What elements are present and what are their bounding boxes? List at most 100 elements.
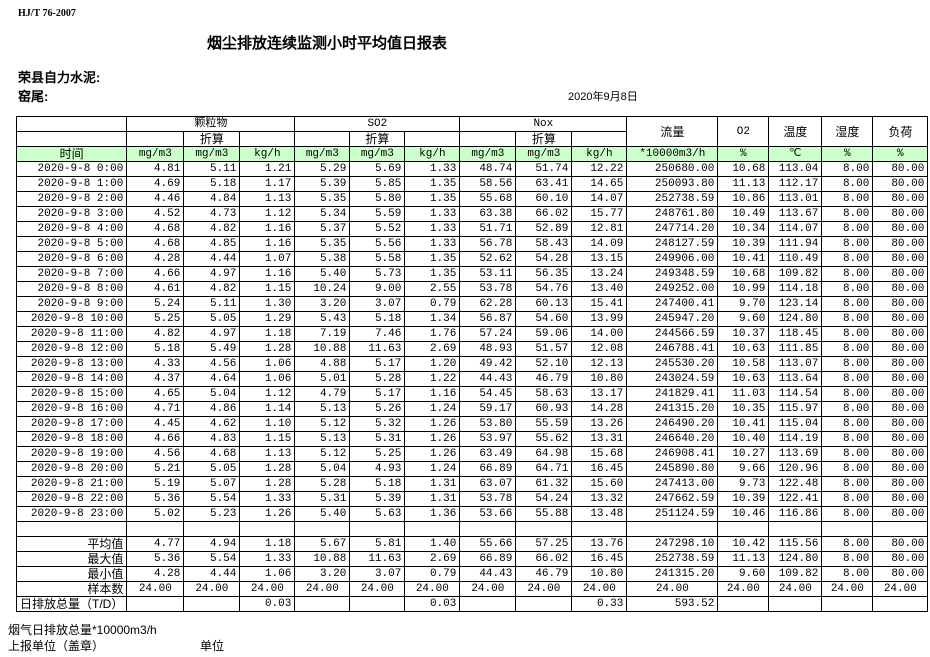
value-cell: 80.00	[872, 311, 929, 327]
value-cell: 8.00	[821, 446, 874, 462]
value-cell: 245890.80	[626, 461, 719, 477]
value-cell: 80.00	[872, 446, 929, 462]
value-cell: 80.00	[872, 431, 929, 447]
unit-cell: kg/h	[571, 146, 628, 162]
value-cell: 113.07	[768, 356, 823, 372]
value-cell: 1.35	[404, 251, 461, 267]
header-load: 负荷	[872, 116, 929, 147]
blank-cell	[404, 521, 461, 537]
value-cell: 64.98	[515, 446, 573, 462]
value-cell: 123.14	[768, 296, 823, 312]
value-cell: 80.00	[872, 251, 929, 267]
value-cell: 15.41	[571, 296, 628, 312]
value-cell: 5.12	[294, 416, 351, 432]
value-cell: 8.00	[821, 371, 874, 387]
value-cell: 5.18	[349, 476, 406, 492]
stats-value: 8.00	[821, 566, 874, 582]
value-cell: 5.25	[126, 311, 185, 327]
stats-value: 80.00	[872, 536, 929, 552]
stats-value: 1.06	[239, 566, 296, 582]
value-cell: 124.80	[768, 311, 823, 327]
value-cell: 14.07	[571, 191, 628, 207]
value-cell: 241315.20	[626, 401, 719, 417]
value-cell: 10.63	[717, 371, 770, 387]
value-cell: 1.16	[239, 266, 296, 282]
value-cell: 5.58	[349, 251, 406, 267]
stats-value: 4.94	[183, 536, 241, 552]
value-cell: 10.24	[294, 281, 351, 297]
value-cell: 8.00	[821, 386, 874, 402]
value-cell: 1.30	[239, 296, 296, 312]
stats-value: 4.28	[126, 566, 185, 582]
value-cell: 115.04	[768, 416, 823, 432]
blank-cell	[821, 521, 874, 537]
table-row: 2020-9-8 19:00 4.56 4.68 1.13 5.12 5.25 1.26 63…	[15, 446, 929, 462]
value-cell: 10.88	[294, 341, 351, 357]
blank-cell	[294, 521, 351, 537]
value-cell: 10.46	[717, 506, 770, 522]
stats-value: 13.76	[571, 536, 628, 552]
value-cell: 5.34	[294, 206, 351, 222]
time-cell: 2020-9-8 13:00	[15, 356, 128, 372]
stats-value	[126, 596, 185, 612]
value-cell: 5.26	[349, 401, 406, 417]
stats-value: 16.45	[571, 551, 628, 567]
value-cell: 4.65	[126, 386, 185, 402]
value-cell: 10.99	[717, 281, 770, 297]
stats-value: 241315.20	[626, 566, 719, 582]
stats-value: 109.82	[768, 566, 823, 582]
value-cell: 55.62	[515, 431, 573, 447]
stats-value: 0.33	[571, 596, 628, 612]
value-cell: 4.69	[126, 176, 185, 192]
table-row: 2020-9-8 7:00 4.66 4.97 1.16 5.40 5.73 1.35 53.…	[15, 266, 929, 282]
value-cell: 80.00	[872, 461, 929, 477]
stats-value: 24.00	[404, 581, 461, 597]
blank-cell	[717, 521, 770, 537]
value-cell: 1.35	[404, 266, 461, 282]
header-flow: 流量	[626, 116, 719, 147]
stats-value: 24.00	[768, 581, 823, 597]
stats-value: 252738.59	[626, 551, 719, 567]
value-cell: 9.66	[717, 461, 770, 477]
value-cell: 10.68	[717, 161, 770, 177]
value-cell: 1.12	[239, 206, 296, 222]
value-cell: 5.28	[349, 371, 406, 387]
value-cell: 14.00	[571, 326, 628, 342]
value-cell: 109.82	[768, 266, 823, 282]
stats-value: 5.36	[126, 551, 185, 567]
time-cell: 2020-9-8 8:00	[15, 281, 128, 297]
value-cell: 4.86	[183, 401, 241, 417]
value-cell: 250093.80	[626, 176, 719, 192]
blank-cell	[872, 521, 929, 537]
table-row: 2020-9-8 15:00 4.65 5.04 1.12 4.79 5.17 1.16 54…	[15, 386, 929, 402]
value-cell: 4.79	[294, 386, 351, 402]
value-cell: 51.74	[515, 161, 573, 177]
value-cell: 1.33	[404, 161, 461, 177]
value-cell: 4.82	[126, 326, 185, 342]
stats-value: 2.69	[404, 551, 461, 567]
value-cell: 1.15	[239, 431, 296, 447]
table-row: 2020-9-8 12:00 5.18 5.49 1.28 10.88 11.63 2.69…	[15, 341, 929, 357]
report-title: 烟尘排放连续监测小时平均值日报表	[207, 35, 448, 52]
unit-cell: mg/m3	[126, 146, 185, 162]
value-cell: 80.00	[872, 506, 929, 522]
table-row: 2020-9-8 22:00 5.36 5.54 1.33 5.31 5.39 1.31 53…	[15, 491, 929, 507]
value-cell: 1.16	[239, 221, 296, 237]
value-cell: 54.28	[515, 251, 573, 267]
value-cell: 2.55	[404, 281, 461, 297]
stats-value: 10.88	[294, 551, 351, 567]
stats-value: 115.56	[768, 536, 823, 552]
value-cell: 3.07	[349, 296, 406, 312]
value-cell: 5.35	[294, 236, 351, 252]
value-cell: 10.37	[717, 326, 770, 342]
value-cell: 80.00	[872, 401, 929, 417]
time-cell: 2020-9-8 2:00	[15, 191, 128, 207]
value-cell: 113.04	[768, 161, 823, 177]
value-cell: 51.71	[459, 221, 517, 237]
value-cell: 241829.41	[626, 386, 719, 402]
value-cell: 1.26	[239, 506, 296, 522]
table-row: 2020-9-8 10:00 5.25 5.05 1.29 5.43 5.18 1.34 56…	[15, 311, 929, 327]
value-cell: 8.00	[821, 311, 874, 327]
unit-name: 窑尾:	[18, 89, 49, 104]
value-cell: 1.33	[404, 236, 461, 252]
